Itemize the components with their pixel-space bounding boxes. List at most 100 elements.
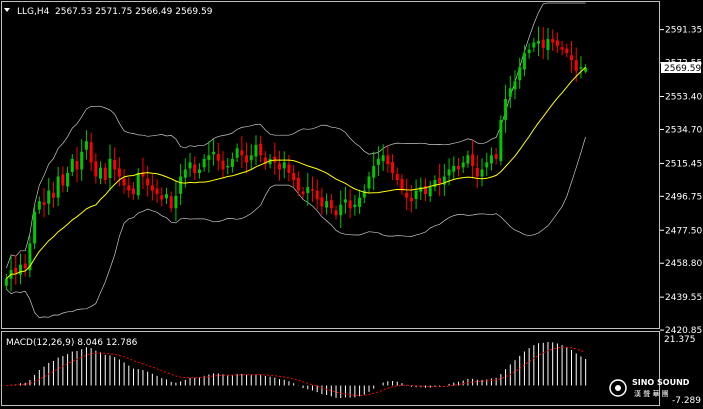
price-tick-label: 2496.75: [665, 192, 702, 202]
candle-body: [292, 172, 296, 181]
candle-body: [66, 172, 70, 187]
candle-body: [169, 196, 173, 209]
candle-body: [132, 188, 136, 195]
candle-body: [245, 155, 249, 163]
price-tick-label: 2439.55: [665, 293, 702, 303]
candle-body: [504, 98, 508, 121]
candle-body: [273, 156, 277, 163]
candle-body: [508, 88, 512, 97]
candle-body: [329, 200, 333, 209]
candle-body: [320, 197, 324, 207]
candle-body: [56, 176, 60, 198]
price-tick-label: 2458.80: [665, 259, 702, 269]
candle-body: [193, 164, 197, 173]
candle-body: [160, 195, 164, 200]
candle-body: [70, 158, 74, 172]
candle-body: [240, 150, 244, 156]
symbol-label: LLG,H4: [17, 7, 50, 17]
candle-body: [560, 47, 564, 50]
candle-body: [419, 187, 423, 192]
candle-body: [579, 67, 583, 69]
candle-body: [263, 157, 267, 165]
candle-body: [42, 202, 46, 205]
candle-body: [513, 81, 517, 90]
candle-body: [400, 178, 404, 191]
candle-body: [391, 162, 395, 173]
panel-frames: [1, 1, 660, 406]
candle-body: [155, 188, 159, 195]
candle-body: [428, 187, 432, 197]
candle-body: [381, 155, 385, 161]
lower-band-line: [6, 136, 586, 318]
ohlc-label: 2567.53 2571.75 2566.49 2569.59: [55, 7, 213, 17]
candle-body: [221, 160, 225, 170]
candle-body: [94, 161, 98, 177]
price-axis: 2591.352572.552553.402534.702515.452496.…: [660, 26, 702, 336]
candle-body: [475, 168, 479, 177]
candle-body: [212, 151, 216, 155]
candle-body: [113, 159, 117, 170]
upper-band-line: [6, 2, 586, 269]
candle-body: [103, 167, 107, 181]
current-price-bg: [661, 62, 701, 73]
candle-body: [339, 204, 343, 216]
candle-body: [537, 40, 541, 44]
candle-body: [296, 177, 300, 191]
candle-body: [532, 42, 536, 48]
macd-axis-bottom: -7.289: [672, 396, 701, 406]
candle-body: [127, 185, 131, 191]
candle-body: [386, 155, 390, 165]
candle-body: [306, 187, 310, 194]
candle-body: [254, 144, 258, 157]
macd-signal-line: [6, 346, 586, 397]
candle-body: [28, 243, 32, 271]
candle-body: [268, 158, 272, 165]
candle-body: [146, 178, 150, 186]
candle-body: [343, 199, 347, 203]
candle-body: [334, 210, 338, 216]
macd-label: MACD(12,26,9) 8.046 12.786: [6, 338, 138, 348]
candle-body: [565, 48, 569, 54]
candle-body: [278, 163, 282, 170]
candle-body: [466, 155, 470, 164]
macd-axis-top: 21.375: [664, 335, 696, 345]
candle-body: [80, 151, 84, 170]
candle-body: [61, 174, 65, 186]
candle-body: [33, 211, 37, 244]
candle-body: [84, 141, 88, 150]
candle-body: [150, 185, 154, 191]
candle-body: [442, 176, 446, 185]
candle-body: [353, 204, 357, 208]
candle-body: [4, 278, 8, 286]
macd-plot[interactable]: [6, 342, 587, 398]
candle-body: [471, 154, 475, 166]
candle-body: [527, 49, 531, 54]
candle-body: [551, 39, 555, 43]
candle-body: [136, 172, 140, 196]
candle-body: [216, 153, 220, 161]
candle-body: [452, 165, 456, 172]
price-plot[interactable]: [4, 2, 588, 318]
candle-body: [395, 174, 399, 181]
candle-body: [570, 55, 574, 61]
candle-body: [499, 120, 503, 161]
candle-body: [485, 162, 489, 168]
price-tick-label: 2515.45: [665, 159, 702, 169]
candle-body: [447, 169, 451, 176]
candle-body: [325, 201, 329, 208]
candle-body: [164, 194, 168, 199]
candle-body: [282, 162, 286, 169]
candle-body: [108, 158, 112, 178]
candle-body: [456, 165, 460, 170]
candle-body: [230, 158, 234, 167]
symbol-header: LLG,H4 2567.53 2571.75 2566.49 2569.59: [4, 7, 213, 17]
price-tick-label: 2553.40: [665, 92, 702, 102]
candle-body: [207, 155, 211, 160]
collapse-triangle-icon[interactable]: [4, 8, 10, 12]
candle-body: [372, 165, 376, 178]
brand-logo-dot-icon: [615, 385, 621, 391]
price-tick-label: 2534.70: [665, 125, 702, 135]
candle-body: [202, 158, 206, 168]
candle-body: [89, 142, 93, 163]
